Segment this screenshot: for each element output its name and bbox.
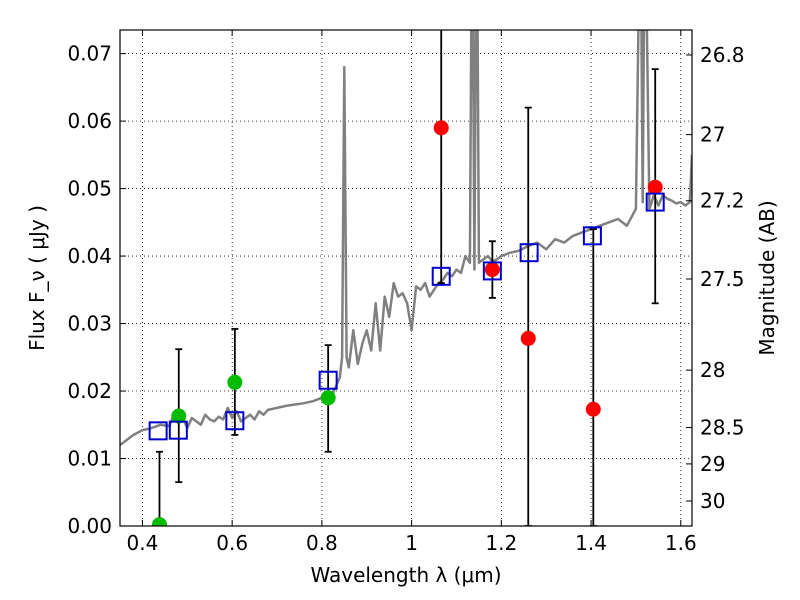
right-axis-label: Magnitude (AB) [755, 200, 779, 355]
x-tick-label: 1.6 [665, 531, 697, 555]
y-axis-label: Flux F_ν ( μJy ) [25, 205, 49, 351]
x-tick-label: 0.4 [127, 531, 159, 555]
x-tick-label: 0.6 [216, 531, 248, 555]
right-tick-label: 30 [700, 489, 725, 513]
data-point [151, 517, 167, 526]
y-tick-label: 0.07 [67, 42, 112, 66]
model-point [482, 261, 502, 281]
model-point [148, 421, 168, 441]
y-tick-label: 0.03 [67, 312, 112, 336]
y-tick-label: 0.04 [67, 244, 112, 268]
right-tick-label: 28.5 [700, 415, 745, 439]
y-tick-label: 0.05 [67, 177, 112, 201]
x-tick-label: 1.4 [575, 531, 607, 555]
x-axis-label: Wavelength λ (μm) [310, 563, 501, 587]
model-point [645, 192, 665, 212]
model-point [225, 411, 245, 431]
spectrum-line [120, 30, 692, 447]
spectrum-layer [120, 30, 692, 447]
y-tick-label: 0.02 [67, 379, 112, 403]
plot-frame [119, 29, 693, 527]
right-tick-label: 26.8 [700, 43, 745, 67]
data-point [520, 330, 536, 346]
data-point [484, 262, 500, 278]
right-tick-label: 27.5 [700, 267, 745, 291]
right-tick-label: 27 [700, 123, 725, 147]
model-point [431, 266, 451, 286]
data-point [227, 374, 243, 390]
right-tick-label: 29 [700, 452, 725, 476]
x-tick-label: 0.8 [306, 531, 338, 555]
data-point [585, 401, 601, 417]
data-point [433, 120, 449, 136]
data-points [148, 120, 665, 526]
model-point [582, 226, 602, 246]
right-tick-label: 27.2 [700, 189, 745, 213]
y-tick-label: 0.01 [67, 447, 112, 471]
y-tick-label: 0.06 [67, 109, 112, 133]
data-point [171, 408, 187, 424]
data-point [647, 179, 663, 195]
model-point [168, 420, 188, 440]
axis-ticks: 0.4 0.6 0.8 1 1.2 1.4 1.6 0.00 0.01 0.02 0.03 0.04 0… [67, 30, 745, 555]
model-point [318, 370, 338, 390]
x-tick-label: 1 [405, 531, 418, 555]
x-tick-label: 1.2 [485, 531, 517, 555]
y-tick-label: 0.00 [67, 514, 112, 538]
right-tick-label: 28 [700, 358, 725, 382]
data-point [320, 390, 336, 406]
model-point [519, 243, 539, 263]
